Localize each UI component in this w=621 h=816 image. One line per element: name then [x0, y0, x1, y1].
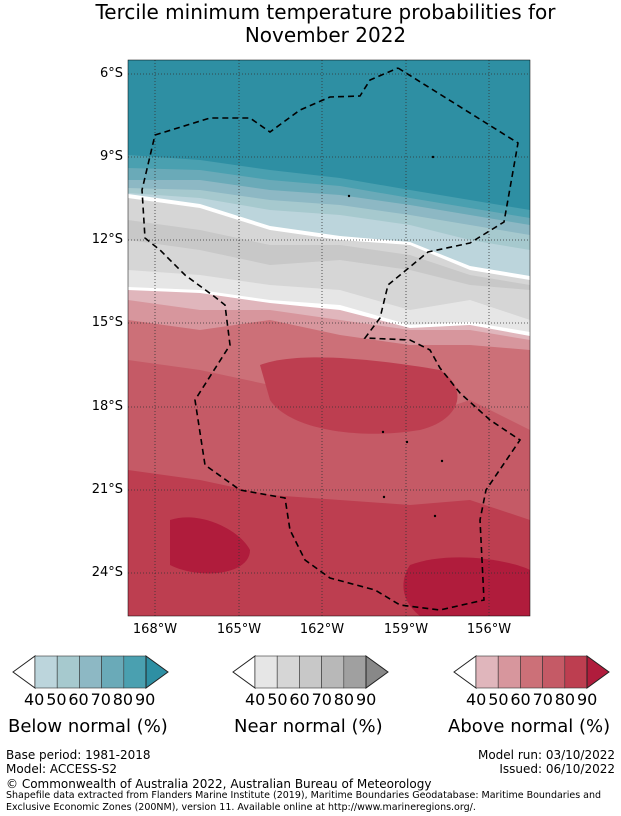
- above-normal-ticks: 40 50 60 70 80 90: [466, 690, 599, 709]
- island: [382, 495, 386, 499]
- lat-label: 18°S: [91, 399, 123, 414]
- above-normal-colorbar: [453, 655, 610, 689]
- colorbar-tick: 40: [245, 690, 266, 709]
- colorbar-tick: 90: [134, 690, 156, 709]
- title-line-1: Tercile minimum temperature probabilitie…: [95, 0, 556, 24]
- island: [405, 440, 409, 444]
- colorbar-segment: [34, 655, 58, 689]
- map-frame: [127, 59, 531, 617]
- lat-label: 6°S: [99, 66, 123, 81]
- lat-label: 15°S: [91, 315, 123, 330]
- colorbar-segment: [276, 655, 300, 689]
- below-normal-colorbar: [12, 655, 169, 689]
- colorbar-segment: [321, 655, 345, 689]
- colorbar-segment: [520, 655, 543, 689]
- colorbar-tick: 90: [576, 690, 598, 709]
- colorbar-tick: 90: [355, 690, 377, 709]
- model-name: Model: ACCESS-S2: [6, 762, 118, 776]
- colorbar-under-arrow: [232, 655, 256, 689]
- title-line-2: November 2022: [244, 23, 407, 47]
- colorbar-segment: [123, 655, 147, 689]
- below-normal-label: Below normal (%): [8, 716, 168, 737]
- lon-label: 168°W: [132, 622, 178, 637]
- lat-label: 9°S: [99, 149, 123, 164]
- island: [440, 459, 444, 463]
- issued-date: Issued: 06/10/2022: [499, 762, 615, 776]
- colorbar-tick: 80: [333, 690, 355, 709]
- lon-label: 162°W: [299, 622, 345, 637]
- colorbar-segment: [79, 655, 102, 689]
- model-run: Model run: 03/10/2022: [477, 748, 615, 762]
- colorbar-over-arrow: [586, 655, 610, 689]
- probability-map: [127, 59, 531, 617]
- colorbar-tick: 50: [488, 690, 509, 709]
- lon-label: 159°W: [383, 622, 429, 637]
- near-normal-label: Near normal (%): [234, 716, 383, 737]
- colorbar-tick: 40: [24, 690, 45, 709]
- colorbar-segment: [475, 655, 499, 689]
- shapefile-credit: Shapefile data extracted from Flanders M…: [6, 790, 602, 813]
- colorbar-tick: 80: [112, 690, 134, 709]
- island: [431, 155, 435, 159]
- colorbar-over-arrow: [365, 655, 389, 689]
- colorbar-segment: [254, 655, 278, 689]
- lat-label: 12°S: [91, 232, 123, 247]
- colorbar-under-arrow: [453, 655, 477, 689]
- colorbar-tick: 60: [289, 690, 310, 709]
- colorbar-tick: 70: [311, 690, 332, 709]
- colorbar-segment: [299, 655, 322, 689]
- island: [381, 430, 385, 434]
- contour-blob: [260, 357, 458, 434]
- above-normal-label: Above normal (%): [448, 716, 611, 737]
- island: [347, 194, 351, 198]
- colorbar-tick: 70: [90, 690, 111, 709]
- below-normal-ticks: 40 50 60 70 80 90: [24, 690, 157, 709]
- base-period: Base period: 1981-2018: [6, 748, 151, 762]
- colorbar-segment: [56, 655, 80, 689]
- colorbar-segment: [497, 655, 521, 689]
- colorbar-tick: 60: [510, 690, 531, 709]
- colorbar-tick: 40: [466, 690, 487, 709]
- lat-label: 24°S: [91, 565, 123, 580]
- contour-band: [128, 60, 530, 210]
- lon-label: 165°W: [216, 622, 262, 637]
- colorbar-over-arrow: [145, 655, 169, 689]
- contour-blob: [170, 517, 250, 574]
- colorbar-under-arrow: [12, 655, 36, 689]
- island: [433, 514, 437, 518]
- near-normal-ticks: 40 50 60 70 80 90: [245, 690, 378, 709]
- colorbar-segment: [343, 655, 367, 689]
- colorbar-tick: 60: [68, 690, 89, 709]
- colorbar-tick: 50: [46, 690, 67, 709]
- colorbar-segment: [101, 655, 125, 689]
- colorbar-tick: 50: [267, 690, 288, 709]
- lon-label: 156°W: [466, 622, 512, 637]
- colorbar-tick: 80: [554, 690, 576, 709]
- contour-blob: [403, 557, 530, 616]
- eez-boundary: [141, 67, 522, 611]
- near-normal-colorbar: [232, 655, 389, 689]
- colorbar-segment: [542, 655, 566, 689]
- colorbar-tick: 70: [532, 690, 553, 709]
- lat-label: 21°S: [91, 482, 123, 497]
- colorbar-segment: [564, 655, 588, 689]
- copyright: © Commonwealth of Australia 2022, Austra…: [6, 777, 432, 791]
